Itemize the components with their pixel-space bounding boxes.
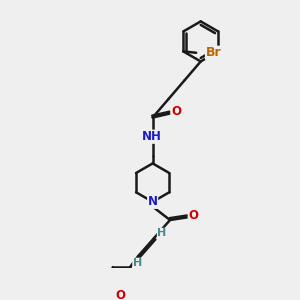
- Text: Br: Br: [206, 46, 221, 59]
- Text: H: H: [133, 258, 142, 268]
- Text: O: O: [171, 105, 181, 118]
- Text: N: N: [148, 195, 158, 208]
- Text: NH: NH: [141, 130, 161, 143]
- Text: O: O: [188, 209, 198, 223]
- Text: H: H: [158, 228, 166, 239]
- Text: O: O: [115, 289, 125, 300]
